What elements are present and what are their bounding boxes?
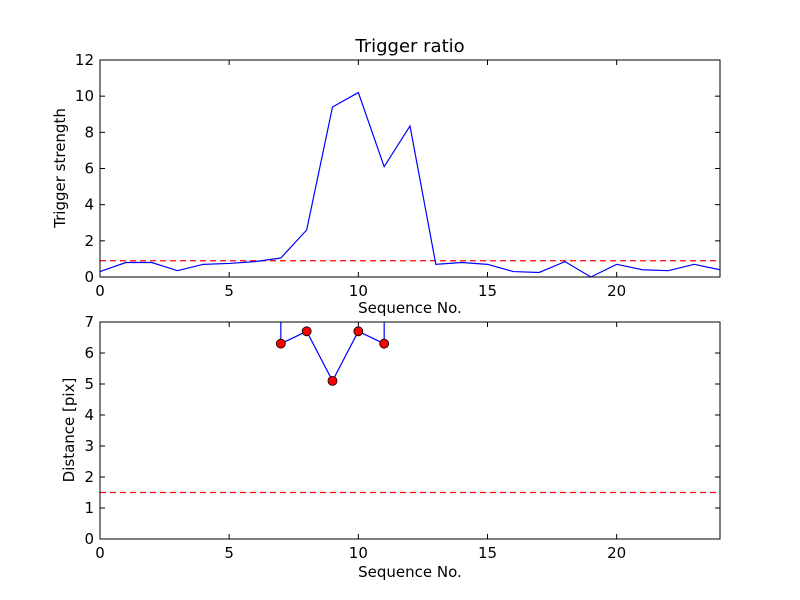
y-tick-label: 10	[75, 87, 94, 105]
trigger-ratio-plot: Trigger ratio 0 5 10 15 20 0 2 4 6 8 10 12 Sequence…	[51, 36, 721, 317]
x-tick-label: 0	[95, 544, 105, 562]
plot-frame	[99, 321, 721, 540]
plot-title: Trigger ratio	[354, 36, 464, 57]
y-tick-label: 5	[84, 375, 94, 393]
data-point	[379, 338, 390, 349]
y-tick-label: 2	[84, 468, 94, 486]
y-tick-label: 6	[84, 160, 94, 178]
y-tick-label: 0	[84, 530, 94, 548]
x-tick-label: 15	[478, 282, 497, 300]
y-tick-label: 6	[84, 344, 94, 362]
y-tick-label: 0	[84, 268, 94, 286]
y-tick-label: 12	[75, 51, 94, 69]
x-axis-label: Sequence No.	[358, 299, 462, 317]
trigger-ratio-ticks: 0 5 10 15 20 0 2 4 6 8 10 12	[75, 51, 720, 300]
y-tick-label: 3	[84, 437, 94, 455]
x-tick-label: 5	[224, 544, 234, 562]
y-tick-label: 7	[84, 313, 94, 331]
y-axis-label: Trigger strength	[51, 108, 69, 229]
y-tick-label: 8	[84, 123, 94, 141]
x-tick-label: 20	[607, 544, 626, 562]
x-tick-label: 10	[349, 544, 368, 562]
trigger-ratio-marks	[99, 91, 721, 278]
data-point	[327, 375, 338, 386]
x-tick-label: 15	[478, 544, 497, 562]
data-point	[275, 338, 286, 349]
x-tick-label: 20	[607, 282, 626, 300]
series-line	[99, 91, 721, 278]
distance-marks	[100, 322, 720, 494]
y-tick-label: 1	[84, 499, 94, 517]
x-tick-label: 0	[95, 282, 105, 300]
x-tick-label: 5	[224, 282, 234, 300]
y-axis-label: Distance [pix]	[60, 378, 78, 483]
distance-ticks: 0 5 10 15 20 0 1 2 3 4 5 6 7	[84, 313, 720, 562]
y-tick-label: 4	[84, 406, 94, 424]
x-axis-label: Sequence No.	[358, 563, 462, 581]
distance-plot: 0 5 10 15 20 0 1 2 3 4 5 6 7 Sequence No. Distance […	[60, 313, 721, 581]
x-tick-label: 10	[349, 282, 368, 300]
data-point	[353, 326, 364, 337]
y-tick-label: 4	[84, 196, 94, 214]
data-point	[301, 326, 312, 337]
y-tick-label: 2	[84, 232, 94, 250]
